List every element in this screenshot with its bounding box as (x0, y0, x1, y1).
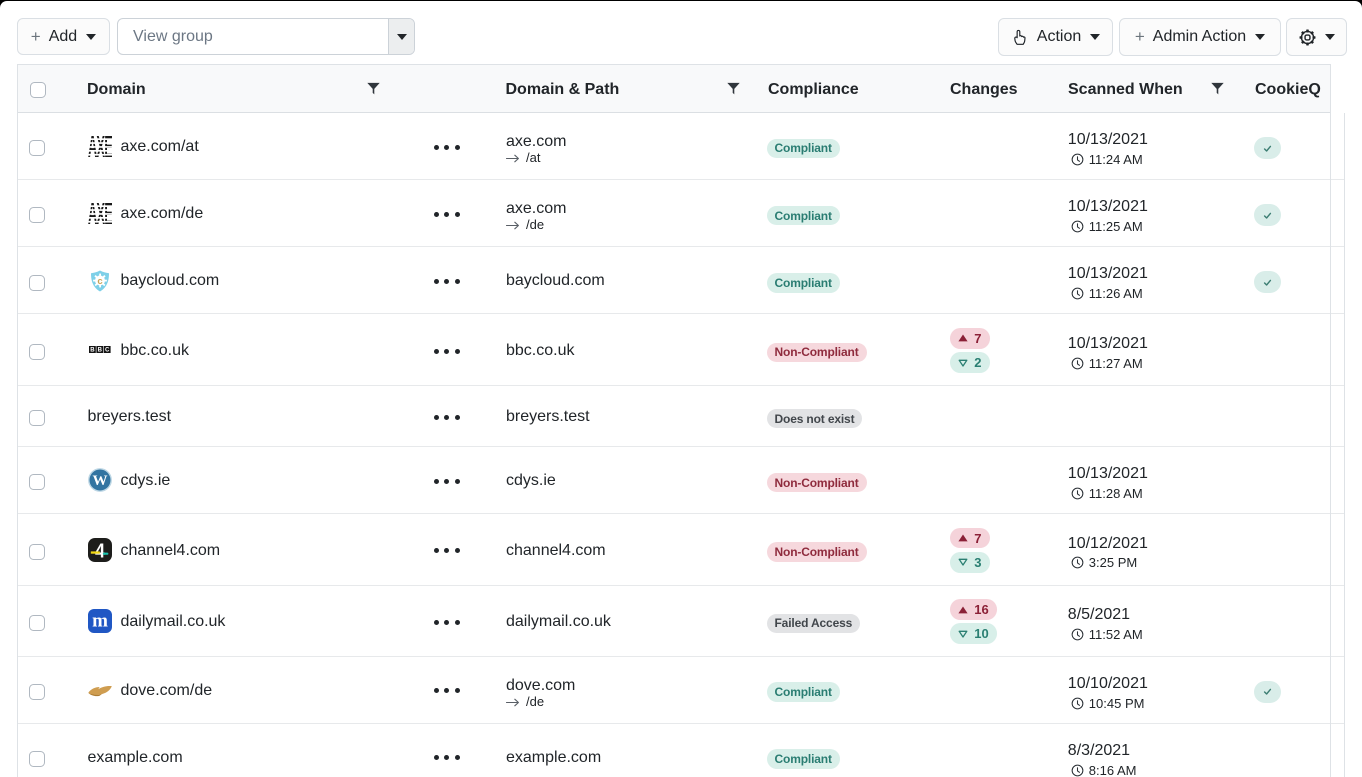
svg-text:B: B (90, 348, 95, 354)
svg-text:C: C (105, 348, 110, 354)
svg-text:m: m (92, 611, 108, 632)
svg-text:W: W (92, 473, 107, 489)
svg-text:c: c (97, 276, 102, 287)
svg-text:4: 4 (94, 541, 104, 562)
svg-text:B: B (97, 348, 102, 354)
